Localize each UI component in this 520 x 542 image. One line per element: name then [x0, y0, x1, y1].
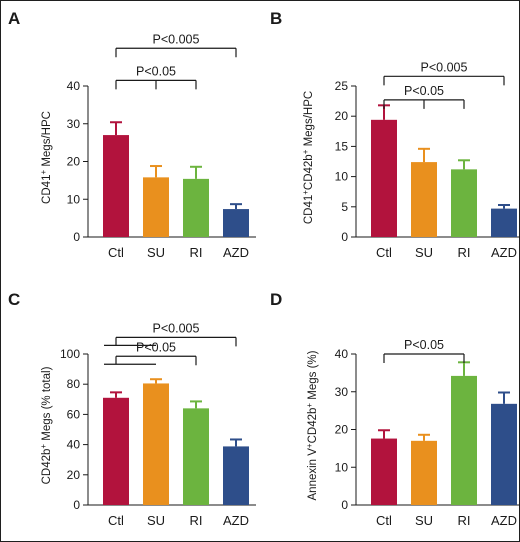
category-label: SU [147, 513, 165, 528]
category-label: SU [147, 245, 165, 260]
y-tick-label: 30 [67, 117, 81, 131]
category-label: AZD [491, 513, 517, 528]
panel-a: A 0 10 20 30 40 CD41+ Megs/HPC Ctl SU RI AZD P<0.00… [8, 9, 256, 260]
significance-bracket: P<0.05 [383, 84, 465, 109]
panel-letter: B [270, 9, 282, 28]
significance-bracket: P<0.005 [104, 321, 237, 347]
bar [143, 177, 169, 237]
category-label: AZD [223, 245, 249, 260]
significance-bracket: P<0.05 [383, 338, 465, 363]
y-tick-label: 30 [335, 385, 349, 399]
y-tick-label: 25 [335, 79, 349, 93]
significance-label: P<0.005 [153, 32, 200, 46]
significance-label: P<0.05 [136, 340, 176, 354]
y-tick-label: 10 [335, 170, 349, 184]
bar [223, 209, 249, 237]
significance-label: P<0.005 [153, 321, 200, 335]
category-label: AZD [223, 513, 249, 528]
category-label: AZD [491, 245, 517, 260]
y-axis-label: CD41+ Megs/HPC [39, 111, 54, 204]
category-label: RI [458, 513, 471, 528]
y-tick-label: 40 [67, 438, 81, 452]
panel-d: D 0 10 20 30 40 Annexin V+CD42b+ Megs (%) Ctl SU… [270, 290, 520, 528]
bar [451, 169, 477, 237]
significance-bracket: P<0.05 [115, 64, 197, 90]
y-tick-label: 20 [335, 423, 349, 437]
significance-label: P<0.05 [404, 84, 444, 98]
significance-bracket: P<0.05 [104, 340, 197, 366]
bar [411, 162, 437, 237]
category-label: Ctl [108, 513, 124, 528]
bar [371, 119, 397, 237]
category-label: Ctl [376, 513, 392, 528]
bar [491, 403, 517, 505]
y-tick-label: 5 [341, 200, 348, 214]
bar [371, 438, 397, 505]
category-label: Ctl [108, 245, 124, 260]
bar [411, 440, 437, 505]
y-tick-label: 0 [341, 498, 348, 512]
category-label: Ctl [376, 245, 392, 260]
bar [103, 135, 129, 237]
significance-bracket: P<0.005 [383, 60, 505, 86]
significance-label: P<0.05 [404, 338, 444, 352]
panel-letter: A [8, 9, 20, 28]
panel-letter: D [270, 290, 282, 309]
category-label: RI [458, 245, 471, 260]
y-tick-label: 80 [67, 377, 81, 391]
significance-label: P<0.005 [421, 60, 468, 74]
panel-c: C 0 20 40 60 80 100 CD42b+ Megs (% total) Ctl SU R… [8, 290, 256, 528]
y-tick-label: 0 [73, 498, 80, 512]
y-axis-label: CD42b+ Megs (% total) [39, 366, 54, 484]
category-label: RI [190, 245, 203, 260]
bar [183, 178, 209, 237]
y-axis-label: CD41+CD42b+ Megs/HPC [301, 91, 316, 224]
y-tick-label: 40 [335, 347, 349, 361]
bar [223, 446, 249, 505]
bar [103, 397, 129, 505]
category-label: SU [415, 513, 433, 528]
category-label: SU [415, 245, 433, 260]
y-tick-label: 40 [67, 79, 81, 93]
significance-bracket: P<0.005 [115, 32, 237, 58]
y-tick-label: 100 [60, 347, 80, 361]
y-tick-label: 10 [335, 460, 349, 474]
category-label: RI [190, 513, 203, 528]
bar [491, 208, 517, 237]
significance-label: P<0.05 [136, 64, 176, 78]
y-axis-label: Annexin V+CD42b+ Megs (%) [305, 350, 320, 500]
y-tick-label: 60 [67, 407, 81, 421]
bar [143, 383, 169, 505]
y-tick-label: 0 [73, 230, 80, 244]
bar [451, 375, 477, 505]
y-tick-label: 20 [335, 109, 349, 123]
bar [183, 408, 209, 505]
y-tick-label: 0 [341, 230, 348, 244]
y-tick-label: 10 [67, 192, 81, 206]
panel-b: B 0 5 10 15 20 25 CD41+CD42b+ Megs/HPC Ctl SU RI AZ… [270, 9, 520, 260]
panel-letter: C [8, 290, 20, 309]
y-tick-label: 15 [335, 139, 349, 153]
y-tick-label: 20 [67, 155, 81, 169]
y-tick-label: 20 [67, 468, 81, 482]
